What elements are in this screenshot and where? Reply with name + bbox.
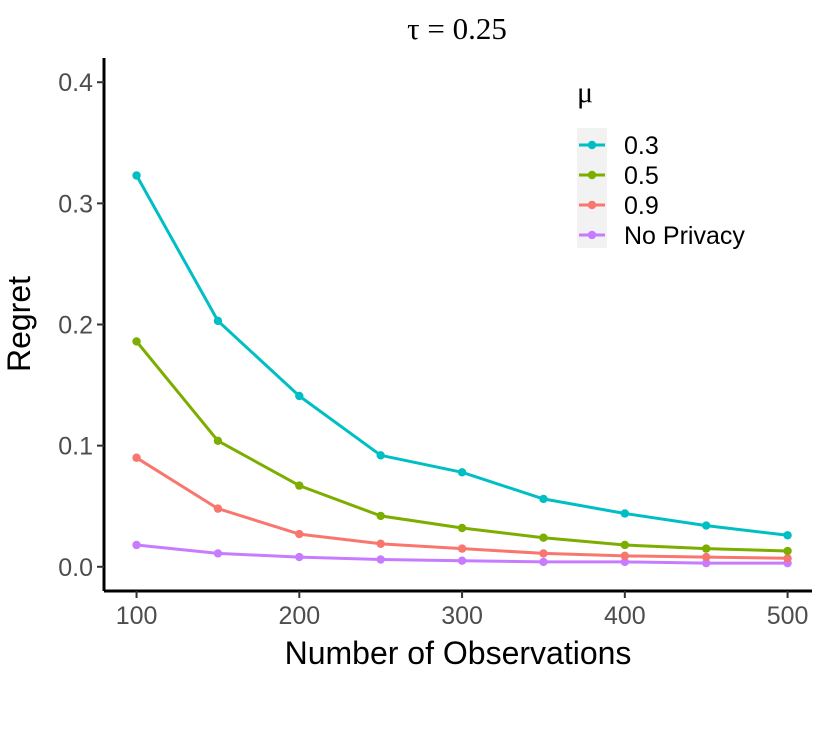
x-ticks: 100 200 300 400 500 [116, 591, 809, 630]
legend-label: 0.9 [624, 192, 659, 220]
y-tick-label: 0.3 [58, 190, 93, 218]
data-point [620, 551, 630, 561]
data-point [213, 549, 223, 558]
data-point [702, 521, 711, 530]
data-point [376, 511, 385, 521]
data-point [539, 557, 548, 567]
series-0-3 [132, 171, 792, 540]
data-point [539, 533, 548, 542]
data-point [457, 556, 467, 565]
y-axis: 0.0 0.1 0.2 0.3 0.4 [58, 58, 106, 591]
data-point [539, 494, 548, 504]
y-tick-label: 0.1 [58, 433, 93, 461]
data-point [295, 552, 304, 562]
chart-title: τ = 0.25 [407, 11, 507, 46]
data-point [132, 171, 141, 180]
data-point [702, 558, 711, 568]
legend-label: No Privacy [624, 222, 745, 250]
y-axis-title: Regret [1, 276, 37, 372]
legend-key-point [587, 230, 597, 240]
data-point [376, 451, 385, 460]
x-tick-label: 300 [441, 602, 483, 630]
legend-items: 0.30.50.9No Privacy [579, 132, 745, 250]
data-point [213, 316, 223, 326]
data-point [702, 544, 711, 553]
data-point [213, 504, 223, 513]
data-point [539, 549, 548, 558]
data-point [620, 557, 630, 567]
x-tick-label: 400 [604, 602, 646, 630]
data-point [295, 481, 304, 490]
legend-label: 0.3 [624, 132, 659, 160]
data-point [457, 468, 467, 477]
data-point [457, 523, 467, 533]
data-point [783, 546, 792, 556]
data-point [783, 554, 792, 563]
y-tick-label: 0.4 [58, 69, 93, 97]
x-tick-label: 100 [116, 602, 158, 630]
legend-key-point [587, 140, 597, 150]
series-0-5 [132, 337, 792, 556]
series-layer [132, 171, 792, 568]
data-point [213, 436, 223, 445]
data-point [132, 337, 141, 346]
x-tick-label: 500 [767, 602, 809, 630]
y-tick-label: 0.2 [58, 312, 93, 340]
x-axis: 100 200 300 400 500 [104, 589, 812, 630]
series-0-9 [132, 453, 792, 563]
x-axis-title: Number of Observations [285, 635, 632, 671]
series-line [135, 340, 788, 553]
data-point [376, 555, 385, 564]
data-point [702, 552, 711, 562]
data-point [620, 509, 630, 518]
legend-key-point [587, 200, 597, 210]
data-point [457, 544, 467, 553]
data-point [132, 540, 141, 550]
series-no-privacy [132, 540, 792, 568]
data-point [620, 540, 630, 550]
x-tick-label: 200 [278, 602, 320, 630]
legend-title: μ [577, 76, 593, 109]
y-tick-label: 0.0 [58, 554, 93, 582]
data-point [376, 539, 385, 548]
legend-label: 0.5 [624, 162, 659, 190]
data-point [295, 529, 304, 539]
legend-key-point [587, 170, 597, 180]
data-point [295, 391, 304, 401]
y-ticks: 0.0 0.1 0.2 0.3 0.4 [58, 69, 104, 582]
data-point [783, 531, 792, 540]
data-point [132, 453, 141, 462]
legend: μ 0.30.50.9No Privacy [577, 76, 745, 250]
